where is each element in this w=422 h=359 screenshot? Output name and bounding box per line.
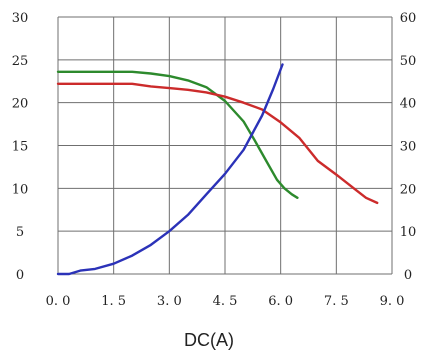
y-tick-label-left: 0 xyxy=(16,268,24,283)
grid xyxy=(58,17,392,274)
y-tick-label-right: 20 xyxy=(400,182,417,197)
series-lines xyxy=(58,65,377,275)
x-tick-label: 0. 0 xyxy=(46,294,71,309)
y-tick-label-right: 50 xyxy=(400,54,417,69)
x-tick-label: 9. 0 xyxy=(380,294,405,309)
y-tick-label-left: 20 xyxy=(12,97,29,112)
y-tick-label-right: 60 xyxy=(400,11,417,26)
y-tick-label-left: 15 xyxy=(12,140,29,155)
series-line-3 xyxy=(58,65,283,275)
y-tick-label-left: 30 xyxy=(12,11,29,26)
x-tick-label: 7. 5 xyxy=(324,294,349,309)
x-tick-label: 4. 5 xyxy=(213,294,238,309)
tick-labels: 0. 0 1. 5 3. 0 4. 5 6. 0 7. 5 9. 0 0 5 10 15 20 25 30… xyxy=(12,11,417,309)
x-tick-label: 1. 5 xyxy=(101,294,126,309)
y-tick-label-left: 25 xyxy=(12,54,29,69)
x-tick-label: 3. 0 xyxy=(157,294,182,309)
y-tick-label-left: 10 xyxy=(12,182,29,197)
y-tick-label-left: 5 xyxy=(16,225,24,240)
y-tick-label-right: 0 xyxy=(404,268,412,283)
y-tick-label-right: 10 xyxy=(400,225,417,240)
series-line-1 xyxy=(58,72,297,198)
x-tick-label: 6. 0 xyxy=(268,294,293,309)
y-tick-label-right: 40 xyxy=(400,97,417,112)
series-line-2 xyxy=(58,84,377,203)
y-tick-label-right: 30 xyxy=(400,140,417,155)
x-axis-label: DC(A) xyxy=(184,330,234,350)
